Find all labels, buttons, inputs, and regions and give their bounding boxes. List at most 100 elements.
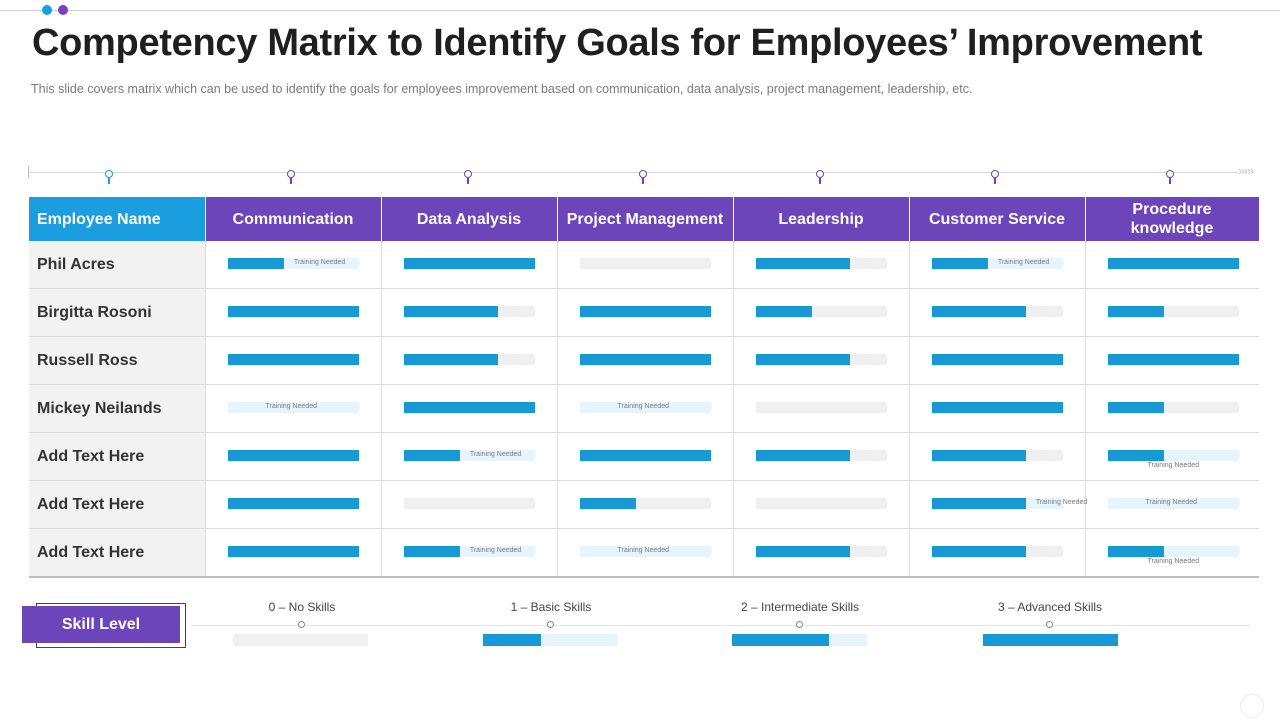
- legend-bar-no-skills: [233, 634, 368, 646]
- skill-bar: Training Needed: [579, 546, 711, 557]
- employee-name-cell: Russell Ross: [29, 336, 206, 385]
- skill-bar-fill: [227, 258, 284, 269]
- skill-bar: [579, 258, 711, 269]
- training-needed-note: Training Needed: [1147, 558, 1200, 565]
- skill-bar: [579, 306, 711, 317]
- table-row: Birgitta Rosoni: [29, 288, 1259, 337]
- legend-advanced-skills-label: 3 – Advanced Skills: [997, 600, 1103, 614]
- skill-bar: [579, 498, 711, 509]
- purple-dot-icon: [58, 5, 68, 15]
- employee-name-cell: Birgitta Rosoni: [29, 288, 206, 337]
- skill-cell: Training Needed: [1085, 432, 1259, 481]
- skill-bar: [579, 450, 711, 461]
- legend-bar-fill: [983, 634, 1118, 646]
- skill-bar-fill: [1107, 306, 1164, 317]
- skill-cell: [909, 288, 1086, 337]
- header-employee-name: Employee Name: [29, 197, 206, 241]
- skill-cell: [205, 480, 382, 529]
- skill-cell: [205, 528, 382, 578]
- skill-cell: Training Needed: [909, 480, 1088, 529]
- skill-cell: [733, 480, 910, 529]
- top-rule: [0, 10, 1280, 11]
- skill-cell: Training Needed: [909, 241, 1086, 289]
- skill-bar: [403, 306, 535, 317]
- employee-name-cell: Add Text Here: [29, 480, 206, 529]
- skill-bar: [227, 450, 359, 461]
- skill-level-button[interactable]: Skill Level: [22, 606, 180, 643]
- skill-bar-fill: [931, 354, 1063, 365]
- legend-line: [190, 625, 1250, 626]
- skill-cell: [557, 432, 734, 481]
- header-data-analysis: Data Analysis: [381, 197, 558, 241]
- timeline-arrows-icon: ›››››: [1238, 164, 1254, 178]
- skill-bar-fill: [931, 402, 1063, 413]
- skill-cell: [909, 384, 1086, 433]
- skill-bar: [931, 546, 1063, 557]
- skill-cell: [381, 288, 558, 337]
- skill-bar-fill: [931, 450, 1026, 461]
- skill-cell: [733, 384, 910, 433]
- skill-cell: [733, 288, 910, 337]
- legend-bar-fill: [483, 634, 542, 646]
- training-needed-note: Training Needed: [265, 403, 318, 410]
- skill-bar-fill: [1107, 354, 1239, 365]
- page-subtitle: This slide covers matrix which can be us…: [31, 82, 973, 96]
- skill-bar-fill: [579, 450, 711, 461]
- skill-cell: [381, 480, 558, 529]
- skill-cell: [1085, 336, 1259, 385]
- legend-bar-intermediate-skills: [732, 634, 867, 646]
- training-needed-note: Training Needed: [1035, 499, 1088, 506]
- skill-bar: [755, 498, 887, 509]
- skill-bar-fill: [403, 546, 460, 557]
- page-title: Competency Matrix to Identify Goals for …: [32, 22, 1203, 64]
- training-needed-note: Training Needed: [617, 403, 670, 410]
- skill-cell: [205, 288, 382, 337]
- skill-bar-fill: [403, 258, 535, 269]
- skill-bar-fill: [1107, 258, 1239, 269]
- skill-bar: [1107, 402, 1239, 413]
- skill-bar-fill: [755, 546, 850, 557]
- training-needed-note: Training Needed: [1145, 499, 1198, 506]
- header-communication: Communication: [205, 197, 382, 241]
- skill-bar: [931, 306, 1063, 317]
- training-needed-note: Training Needed: [997, 259, 1050, 266]
- timeline-line: [28, 172, 1238, 173]
- skill-cell: [909, 336, 1086, 385]
- legend-no-skills-label: 0 – No Skills: [268, 600, 336, 614]
- skill-bar: [755, 450, 887, 461]
- timeline-pin-icon: [1166, 170, 1174, 184]
- skill-bar: [1107, 258, 1239, 269]
- table-row: Add Text Here Training Needed Training Nee…: [29, 432, 1259, 481]
- skill-bar: Training Needed: [1107, 546, 1239, 565]
- skill-bar-fill: [755, 450, 850, 461]
- skill-cell: [733, 432, 910, 481]
- skill-cell: [1085, 241, 1259, 289]
- skill-bar: Training Needed: [403, 546, 535, 557]
- skill-cell: [733, 528, 910, 578]
- header-procedure-knowledge: Procedure knowledge: [1085, 197, 1260, 241]
- skill-bar: Training Needed: [1107, 498, 1239, 509]
- skill-cell: Training Needed: [557, 528, 734, 578]
- skill-bar: [931, 450, 1063, 461]
- skill-cell: Training Needed: [205, 241, 382, 289]
- table-row: Mickey Neilands Training Needed Training N…: [29, 384, 1259, 433]
- skill-bar: [755, 402, 887, 413]
- skill-cell: [1085, 384, 1259, 433]
- skill-bar-fill: [227, 498, 359, 509]
- training-needed-note: Training Needed: [293, 259, 346, 266]
- employee-name-cell: Mickey Neilands: [29, 384, 206, 433]
- legend-bar-advanced-skills: [983, 634, 1118, 646]
- skill-cell: [205, 432, 382, 481]
- timeline-pin-icon: [816, 170, 824, 184]
- skill-bar-fill: [579, 354, 711, 365]
- skill-bar: [755, 258, 887, 269]
- skill-cell: [557, 336, 734, 385]
- skill-bar-fill: [1107, 546, 1164, 557]
- skill-bar-fill: [579, 498, 636, 509]
- skill-bar: Training Needed: [227, 402, 359, 413]
- skill-cell: Training Needed: [557, 384, 734, 433]
- corner-circle-icon: [1240, 694, 1264, 718]
- skill-bar-fill: [755, 306, 812, 317]
- skill-bar: [755, 306, 887, 317]
- skill-bar: [403, 498, 535, 509]
